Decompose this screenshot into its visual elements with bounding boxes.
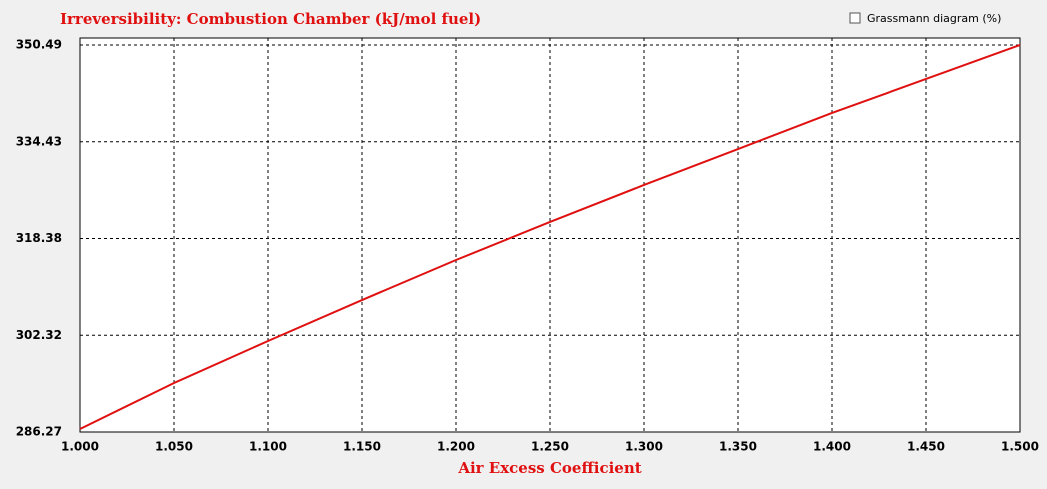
x-tick-label: 1.200 bbox=[437, 440, 475, 454]
x-tick-label: 1.450 bbox=[907, 440, 945, 454]
x-tick-label: 1.500 bbox=[1001, 440, 1039, 454]
x-tick-label: 1.000 bbox=[61, 440, 99, 454]
y-tick-label: 286.27 bbox=[16, 425, 62, 439]
x-tick-label: 1.050 bbox=[155, 440, 193, 454]
y-tick-label: 318.38 bbox=[16, 231, 62, 245]
x-tick-label: 1.150 bbox=[343, 440, 381, 454]
y-tick-label: 350.49 bbox=[16, 38, 62, 52]
y-tick-label: 334.43 bbox=[16, 134, 62, 148]
x-tick-label: 1.250 bbox=[531, 440, 569, 454]
data-line bbox=[79, 44, 1021, 430]
checkbox[interactable]: Grassmann diagram (%) bbox=[849, 12, 1001, 25]
x-tick-label: 1.350 bbox=[719, 440, 757, 454]
x-tick-label: 1.100 bbox=[249, 440, 287, 454]
x-tick-label: 1.400 bbox=[813, 440, 851, 454]
chart-title: Irreversibility: Combustion Chamber (kJ/… bbox=[60, 10, 481, 28]
y-tick-label: 302.32 bbox=[16, 328, 62, 342]
x-axis-label: Air Excess Coefficient bbox=[457, 459, 641, 477]
x-tick-label: 1.300 bbox=[625, 440, 663, 454]
plot-area bbox=[79, 37, 1021, 433]
checkbox-label[interactable]: Grassmann diagram (%) bbox=[867, 12, 1001, 25]
checkbox-box[interactable] bbox=[849, 12, 861, 24]
